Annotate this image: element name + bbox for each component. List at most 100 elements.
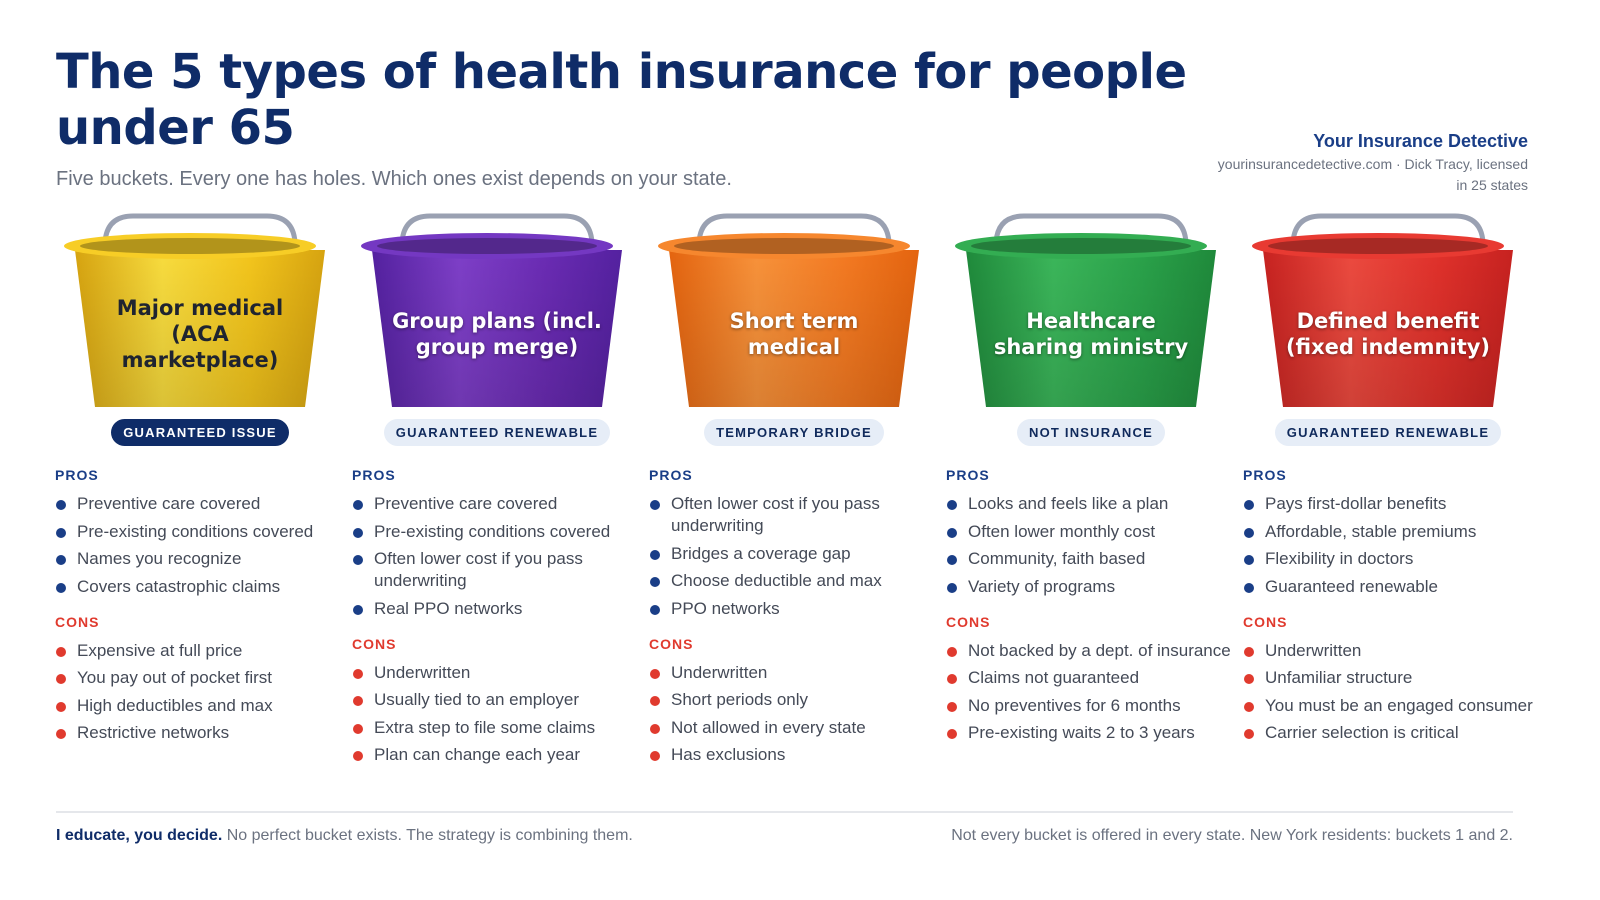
pros-item: Names you recognize [55, 548, 345, 570]
bucket-badge: GUARANTEED RENEWABLE [1274, 419, 1502, 446]
bucket-title: Defined benefit (fixed indemnity) [1285, 309, 1491, 359]
pros-item: Pre-existing conditions covered [55, 521, 345, 543]
pros-item: Bridges a coverage gap [649, 543, 939, 565]
bucket-opening [377, 238, 597, 254]
cons-item: No preventives for 6 months [946, 695, 1236, 717]
bucket-graphic: Short term medical [649, 212, 939, 412]
cons-item: Underwritten [352, 662, 642, 684]
bucket-opening [674, 238, 894, 254]
bucket-columns: Major medical (ACA marketplace) GUARANTE… [55, 212, 1555, 782]
cons-item: Plan can change each year [352, 744, 642, 766]
pros-item: Often lower cost if you pass underwritin… [649, 493, 939, 537]
pros-item: Flexibility in doctors [1243, 548, 1533, 570]
pros-item: Variety of programs [946, 576, 1236, 598]
bucket-column-major-medical: Major medical (ACA marketplace) GUARANTE… [55, 212, 345, 782]
cons-item: Has exclusions [649, 744, 939, 766]
footer-note-left: I educate, you decide. No perfect bucket… [56, 827, 633, 845]
bucket-column-defined-benefit: Defined benefit (fixed indemnity) GUARAN… [1243, 212, 1533, 782]
cons-item: Not allowed in every state [649, 717, 939, 739]
bucket-title: Healthcare sharing ministry [993, 309, 1189, 359]
bucket-shade [966, 250, 1216, 407]
bucket-graphic: Group plans (incl. group merge) [352, 212, 642, 412]
pros-list: Pays first-dollar benefits Affordable, st… [1243, 493, 1533, 598]
cons-item: Restrictive networks [55, 722, 345, 744]
bucket-title: Short term medical [729, 309, 859, 359]
bucket-shade [372, 250, 622, 407]
bucket-rim [955, 233, 1207, 259]
pros-item: Often lower monthly cost [946, 521, 1236, 543]
brand-meta: yourinsurancedetective.com · Dick Tracy,… [1108, 154, 1528, 196]
pros-item: Preventive care covered [352, 493, 642, 515]
cons-item: Underwritten [649, 662, 939, 684]
footer-note-text: No perfect bucket exists. The strategy i… [222, 827, 633, 844]
pros-list: Often lower cost if you pass underwritin… [649, 493, 939, 620]
bucket-column-short-term: Short term medical TEMPORARY BRIDGE PROS… [649, 212, 939, 782]
bucket-rim [361, 233, 613, 259]
footer-note-right: Not every bucket is offered in every sta… [951, 827, 1513, 844]
pros-heading: PROS [946, 467, 990, 483]
cons-item: High deductibles and max [55, 695, 345, 717]
pros-item: Choose deductible and max [649, 570, 939, 592]
pros-heading: PROS [1243, 467, 1287, 483]
bucket-title: Group plans (incl. group merge) [392, 309, 602, 359]
pros-item: PPO networks [649, 598, 939, 620]
brand-meta-line: in 25 states [1456, 177, 1528, 193]
cons-heading: CONS [55, 613, 100, 630]
cons-item: Usually tied to an employer [352, 689, 642, 711]
bucket-rim [64, 233, 316, 259]
cons-list: Underwritten Short periods only Not allowe… [649, 662, 939, 767]
pros-item: Affordable, stable premiums [1243, 521, 1533, 543]
cons-item: Short periods only [649, 689, 939, 711]
bucket-graphic: Healthcare sharing ministry [946, 212, 1236, 412]
cons-item: Pre-existing waits 2 to 3 years [946, 722, 1236, 744]
bucket-title: Major medical (ACA marketplace) [116, 296, 284, 372]
bucket-opening [80, 238, 300, 254]
pros-heading: PROS [649, 467, 693, 483]
footer-divider [56, 811, 1513, 813]
bucket-handle [102, 213, 298, 245]
pros-item: Guaranteed renewable [1243, 576, 1533, 598]
pros-item: Pre-existing conditions covered [352, 521, 642, 543]
bucket-handle [1290, 213, 1486, 245]
bucket-shade [75, 250, 325, 407]
bucket-column-sharing-ministry: Healthcare sharing ministry NOT INSURANC… [946, 212, 1236, 782]
cons-item: You must be an engaged consumer [1243, 695, 1533, 717]
cons-item: Extra step to file some claims [352, 717, 642, 739]
cons-heading: CONS [946, 613, 991, 630]
bucket-rim [658, 233, 910, 259]
pros-heading: PROS [352, 467, 396, 483]
bucket-rim [1252, 233, 1504, 259]
cons-item: Not backed by a dept. of insurance [946, 640, 1236, 662]
bucket-badge: NOT INSURANCE [1017, 419, 1165, 446]
cons-list: Underwritten Usually tied to an employer E… [352, 662, 642, 767]
cons-item: You pay out of pocket first [55, 667, 345, 689]
pros-list: Looks and feels like a plan Often lower m… [946, 493, 1236, 598]
cons-item: Unfamiliar structure [1243, 667, 1533, 689]
bucket-handle [993, 213, 1189, 245]
cons-item: Claims not guaranteed [946, 667, 1236, 689]
page-title: The 5 types of health insurance for peop… [56, 44, 1187, 156]
bucket-graphic: Major medical (ACA marketplace) [55, 212, 345, 412]
pros-item: Real PPO networks [352, 598, 642, 620]
pros-item: Pays first-dollar benefits [1243, 493, 1533, 515]
cons-list: Underwritten Unfamiliar structure You must… [1243, 640, 1533, 745]
footer-tagline: I educate, you decide. [56, 827, 223, 844]
pros-item: Covers catastrophic claims [55, 576, 345, 598]
bucket-opening [971, 238, 1191, 254]
page-subtitle: Five buckets. Every one has holes. Which… [56, 168, 732, 190]
cons-item: Expensive at full price [55, 640, 345, 662]
bucket-badge: TEMPORARY BRIDGE [704, 419, 884, 446]
cons-item: Underwritten [1243, 640, 1533, 662]
cons-list: Expensive at full price You pay out of po… [55, 640, 345, 745]
cons-item: Carrier selection is critical [1243, 722, 1533, 744]
brand-block: Your Insurance Detective yourinsurancede… [1108, 130, 1528, 196]
brand-meta-line: yourinsurancedetective.com · Dick Tracy,… [1217, 156, 1528, 172]
bucket-column-group-plans: Group plans (incl. group merge) GUARANTE… [352, 212, 642, 782]
pros-list: Preventive care covered Pre-existing cond… [55, 493, 345, 598]
pros-item: Community, faith based [946, 548, 1236, 570]
cons-heading: CONS [352, 635, 397, 652]
bucket-shade [1263, 250, 1513, 407]
pros-item: Often lower cost if you pass underwritin… [352, 548, 642, 592]
bucket-badge: GUARANTEED ISSUE [111, 419, 289, 446]
bucket-badge: GUARANTEED RENEWABLE [383, 419, 611, 446]
